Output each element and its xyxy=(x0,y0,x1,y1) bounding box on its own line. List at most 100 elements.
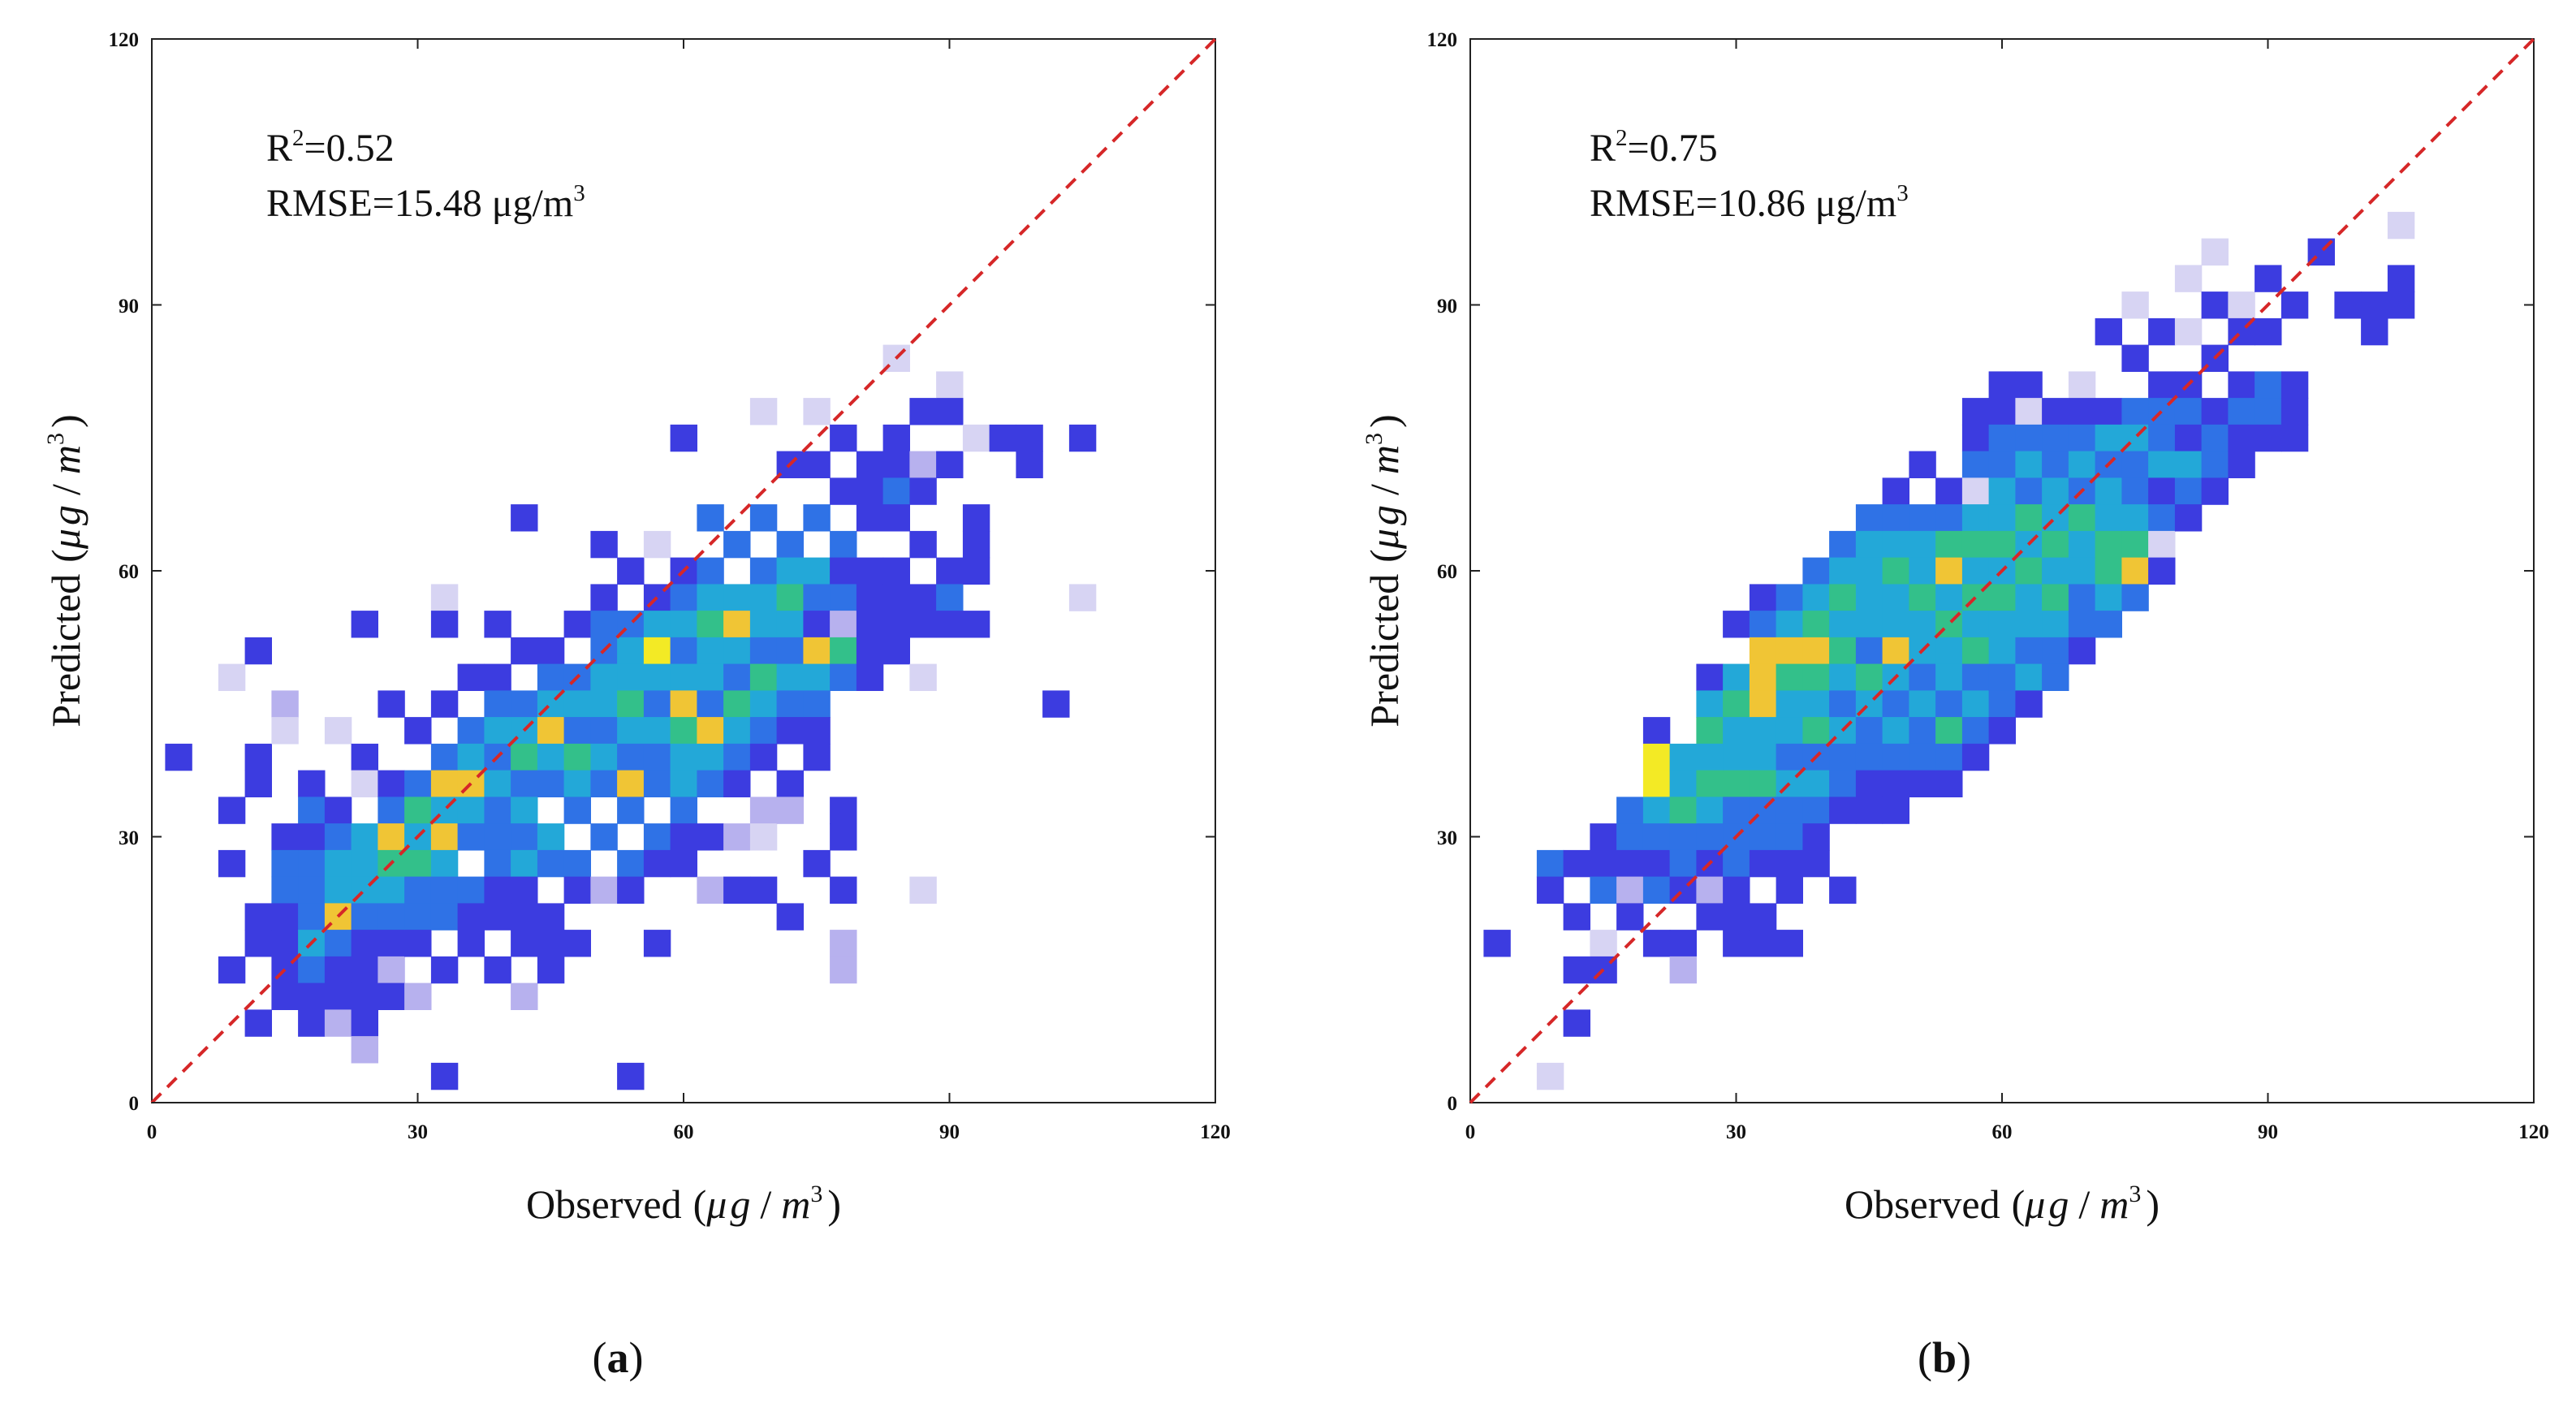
heatmap-cell xyxy=(1988,611,2016,638)
heatmap-cell xyxy=(697,584,724,611)
heatmap-cell xyxy=(244,743,272,771)
heatmap-cell xyxy=(324,717,352,745)
heatmap-cell xyxy=(936,584,964,611)
heatmap-cell xyxy=(590,663,618,691)
heatmap-cell xyxy=(324,956,352,984)
heatmap-cell xyxy=(1988,451,2016,478)
heatmap-cell xyxy=(1935,504,1963,532)
heatmap-cell xyxy=(1909,717,1936,745)
heatmap-cell xyxy=(749,557,778,585)
heatmap-cell xyxy=(2174,317,2203,346)
heatmap-cell xyxy=(1749,930,1777,957)
heatmap-cell xyxy=(1988,504,2016,532)
heatmap-cell xyxy=(351,930,378,957)
heatmap-cell xyxy=(298,797,326,824)
heatmap-cell xyxy=(643,823,671,851)
y-tick-label: 90 xyxy=(1437,296,1457,317)
heatmap-cell xyxy=(537,770,565,797)
heatmap-cell xyxy=(1909,451,1936,478)
heatmap-cell xyxy=(537,637,565,665)
heatmap-cell xyxy=(511,876,538,904)
heatmap-cell xyxy=(909,530,937,559)
heatmap-cell xyxy=(643,611,671,638)
heatmap-cell xyxy=(2042,557,2069,585)
heatmap-cell xyxy=(1749,611,1777,638)
heatmap-cell xyxy=(2015,557,2043,585)
heatmap-cell xyxy=(404,903,432,931)
heatmap-cell xyxy=(697,823,724,851)
heatmap-cell xyxy=(2068,584,2096,611)
heatmap-cell xyxy=(1882,584,1909,611)
heatmap-cell xyxy=(776,584,804,611)
heatmap-cell xyxy=(2068,611,2096,638)
heatmap-cell xyxy=(2174,477,2203,505)
heatmap-cell xyxy=(2095,504,2122,532)
heatmap-cell xyxy=(1642,849,1671,878)
heatmap-cell xyxy=(324,930,352,957)
heatmap-cell xyxy=(1723,690,1750,718)
heatmap-cell xyxy=(404,930,432,957)
heatmap-cell xyxy=(1882,477,1909,505)
heatmap-cell xyxy=(1829,797,1857,824)
heatmap-cell xyxy=(749,690,778,718)
heatmap-cell xyxy=(617,557,645,585)
heatmap-cell xyxy=(749,584,778,611)
x-tick-label: 30 xyxy=(408,1121,428,1143)
heatmap-cell xyxy=(1829,557,1857,585)
heatmap-cell xyxy=(617,797,645,824)
heatmap-cell xyxy=(2015,398,2043,425)
heatmap-cell xyxy=(511,770,538,797)
heatmap-cell xyxy=(2015,690,2043,718)
heatmap-cell xyxy=(2068,557,2096,585)
heatmap-cell xyxy=(484,876,511,904)
heatmap-cell xyxy=(1749,690,1777,718)
heatmap-cell xyxy=(2280,371,2309,399)
heatmap-cell xyxy=(2280,291,2309,319)
reference-line xyxy=(1469,37,2535,1104)
heatmap-cell xyxy=(643,849,671,878)
heatmap-cell xyxy=(2015,371,2043,399)
heatmap-cell xyxy=(803,557,831,585)
heatmap-cell xyxy=(1749,849,1777,878)
heatmap-cell xyxy=(803,637,831,665)
heatmap-cell xyxy=(1723,797,1750,824)
heatmap-cell xyxy=(776,717,804,745)
heatmap-cell xyxy=(298,770,326,797)
x-tick-label: 120 xyxy=(1200,1121,1231,1143)
heatmap-cell xyxy=(430,956,459,984)
heatmap-cell xyxy=(909,611,937,638)
heatmap-cell xyxy=(723,663,751,691)
heatmap-cell xyxy=(590,611,618,638)
heatmap-cell xyxy=(378,823,405,851)
heatmap-cell xyxy=(430,876,459,904)
heatmap-cell xyxy=(244,770,272,797)
heatmap-cell xyxy=(590,770,618,797)
heatmap-cell xyxy=(1068,424,1097,452)
heatmap-cell xyxy=(1802,849,1830,878)
heatmap-cell xyxy=(2121,451,2149,478)
heatmap-cell xyxy=(830,557,857,585)
heatmap-cell xyxy=(1776,743,1803,771)
heatmap-cell xyxy=(1909,690,1936,718)
heatmap-cell xyxy=(776,663,804,691)
heatmap-cell xyxy=(244,930,272,957)
heatmap-cell xyxy=(271,849,299,878)
heatmap-cell xyxy=(537,930,565,957)
heatmap-cell xyxy=(484,770,511,797)
heatmap-cell xyxy=(1882,690,1909,718)
heatmap-cell xyxy=(378,982,405,1010)
heatmap-cell xyxy=(1961,557,1990,585)
rmse-annotation: RMSE=10.86 μg/m3 xyxy=(1590,180,1909,225)
heatmap-cell xyxy=(1988,690,2016,718)
heatmap-cell xyxy=(271,717,299,745)
heatmap-cell xyxy=(2174,424,2203,452)
heatmap-cell xyxy=(856,477,884,505)
heatmap-cell xyxy=(723,690,751,718)
heatmap-cell xyxy=(2121,477,2149,505)
heatmap-cell xyxy=(882,451,910,478)
heatmap-cell xyxy=(537,956,565,984)
heatmap-cell xyxy=(803,849,831,878)
heatmap-cell xyxy=(749,637,778,665)
heatmap-cell xyxy=(749,504,778,532)
heatmap-cell xyxy=(2174,451,2203,478)
